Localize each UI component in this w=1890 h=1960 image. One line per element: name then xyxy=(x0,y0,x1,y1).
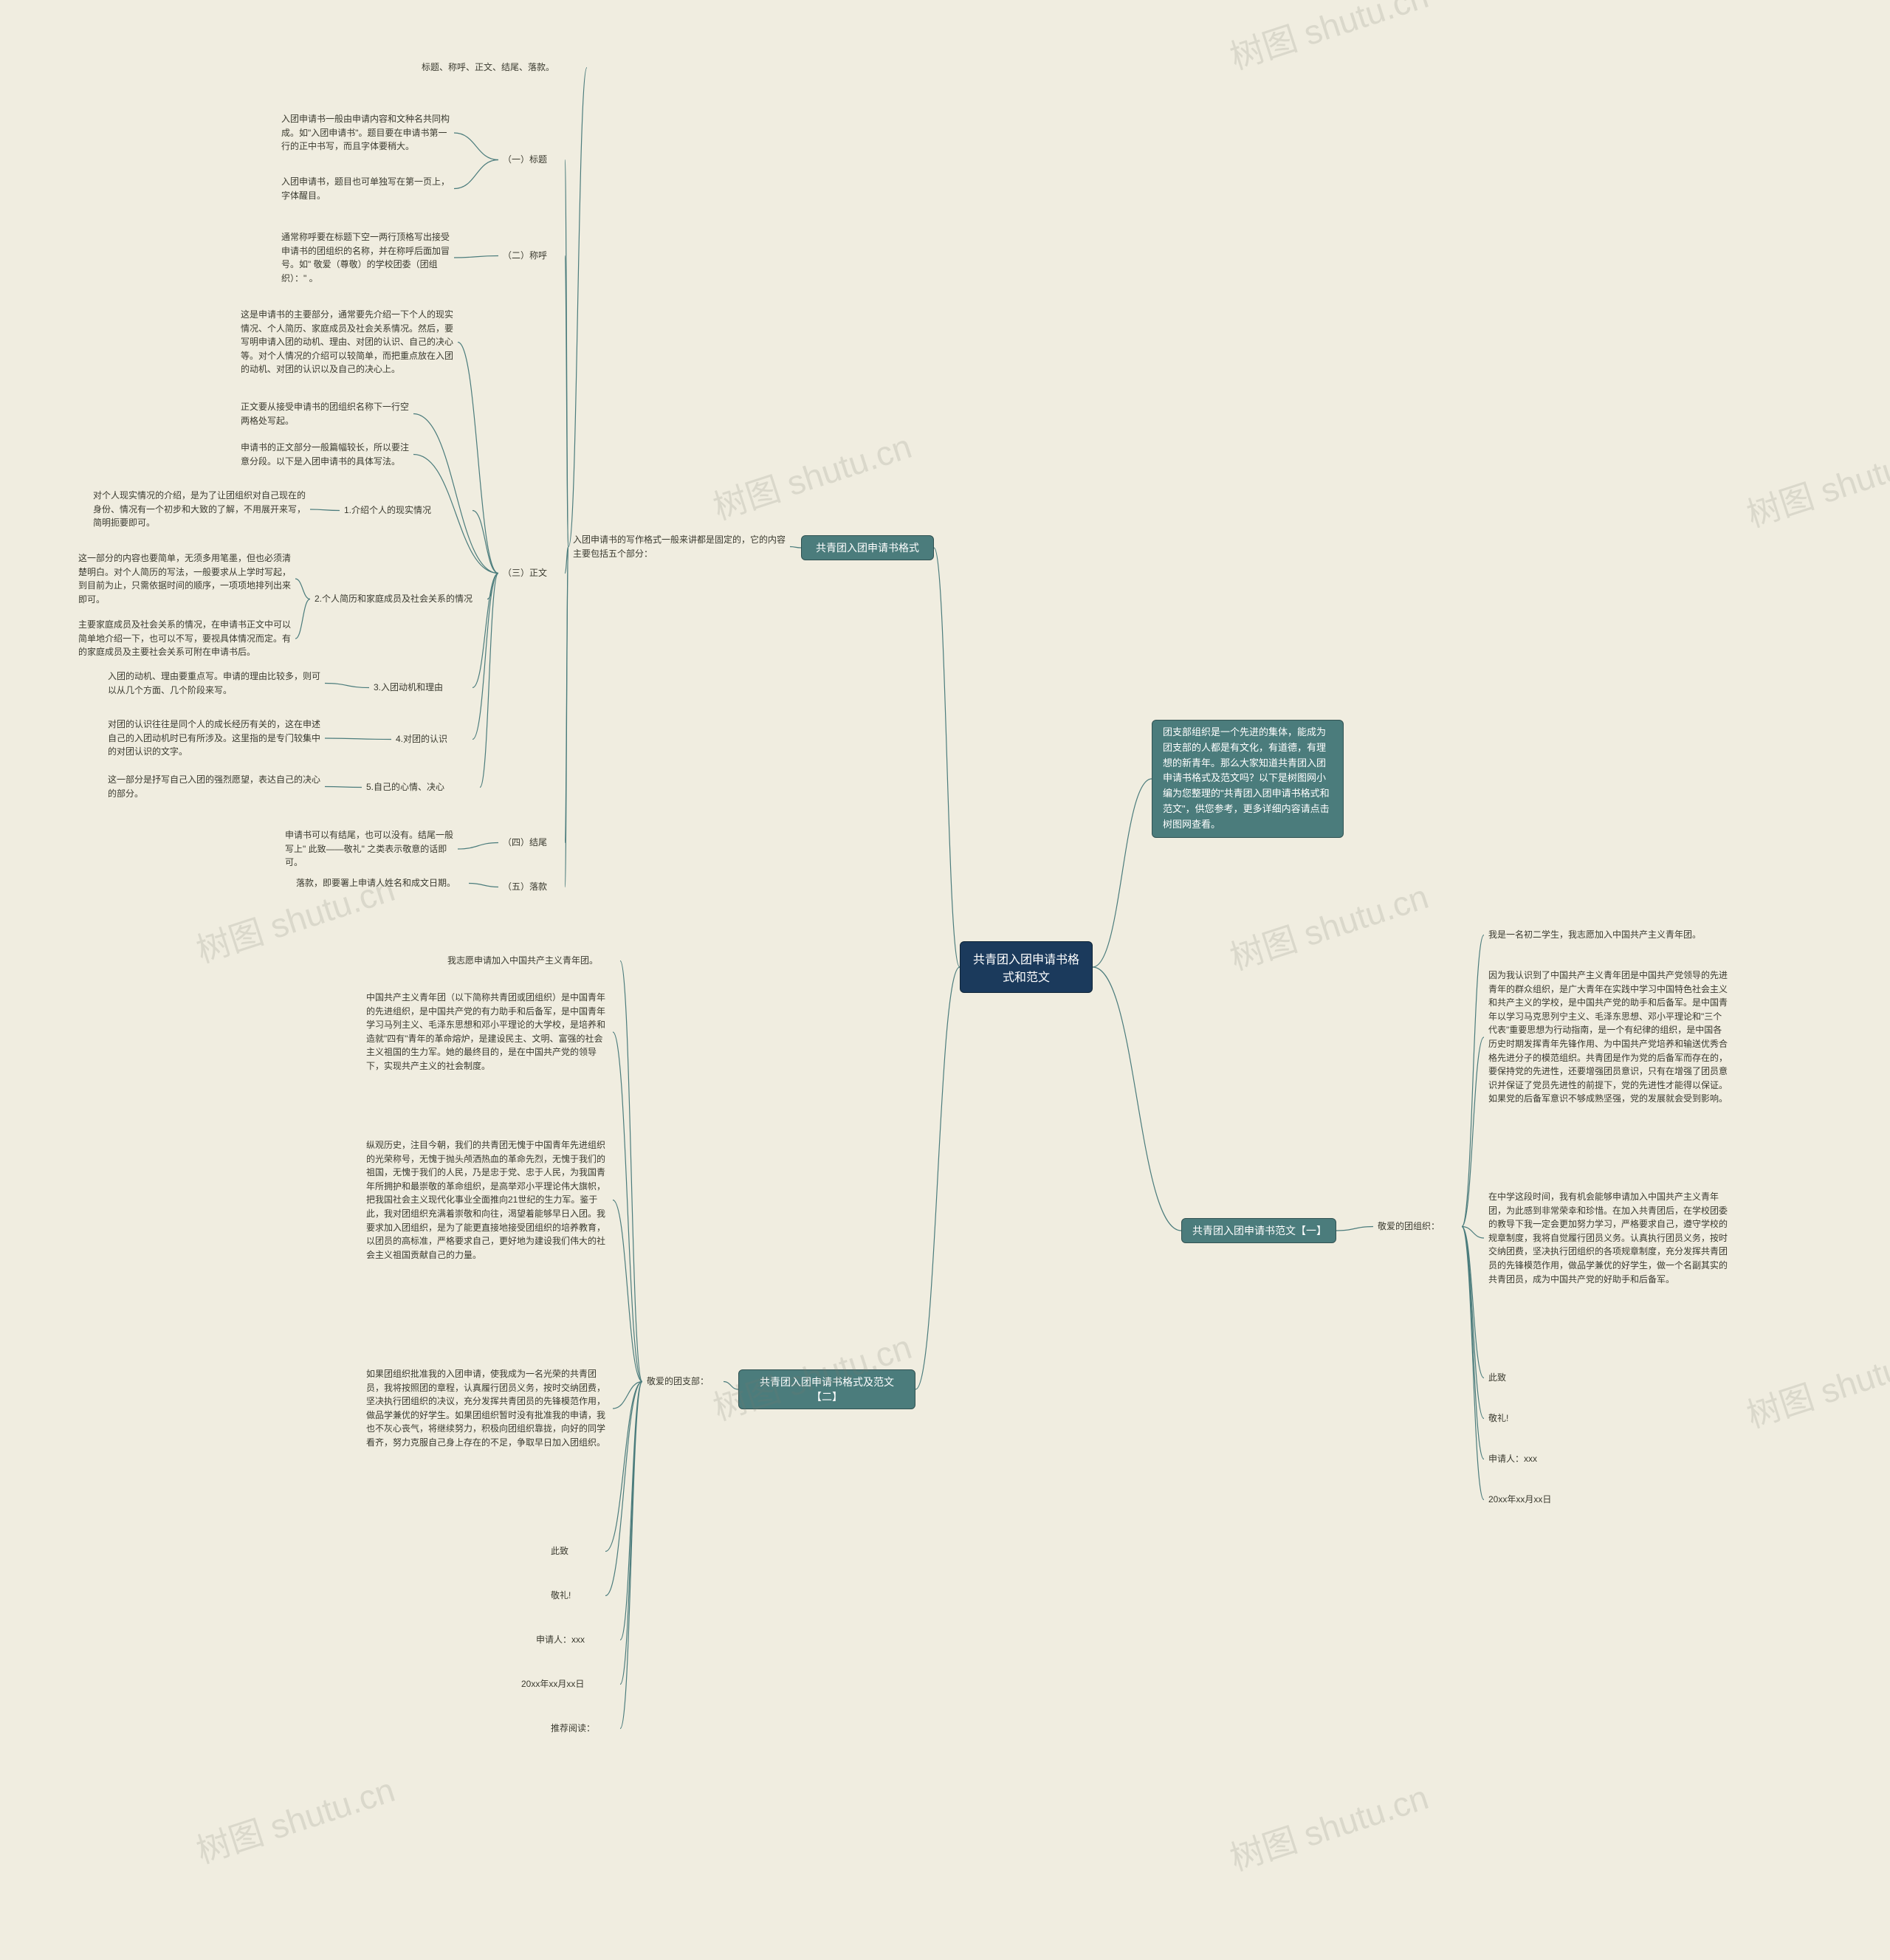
mindmap-node-i4: 4.对团的认识 xyxy=(391,731,472,748)
edge xyxy=(565,547,568,843)
mindmap-node-s1: （一）标题 xyxy=(498,151,565,168)
edge xyxy=(295,579,310,599)
mindmap-node-e1c1: 此致 xyxy=(1484,1369,1543,1386)
mindmap-node-bfmt_head: 标题、称呼、正文、结尾、落款。 xyxy=(417,59,587,76)
edge xyxy=(1462,1227,1484,1378)
edge xyxy=(413,414,498,574)
mindmap-node-s3: （三）正文 xyxy=(498,565,565,582)
edge xyxy=(620,961,642,1382)
mindmap-node-i3: 3.入团动机和理由 xyxy=(369,679,472,696)
mindmap-node-i2pB: 主要家庭成员及社会关系的情况，在申请书正文中可以简单地介绍一下，也可以不写，要视… xyxy=(74,616,295,661)
edge xyxy=(454,160,498,189)
mindmap-node-e2p1: 中国共产主义青年团（以下简称共青团或团组织）是中国青年的先进组织，是中国共产党的… xyxy=(362,989,613,1075)
mindmap-node-i5: 5.自己的心情、决心 xyxy=(362,779,480,796)
mindmap-node-bfmt_desc: 入团申请书的写作格式一般来讲都是固定的，它的内容主要包括五个部分： xyxy=(568,532,790,562)
edge xyxy=(1093,967,1181,1231)
mindmap-node-bex2[interactable]: 共青团入团申请书格式及范文【二】 xyxy=(738,1369,915,1409)
mindmap-node-bfmt[interactable]: 共青团入团申请书格式 xyxy=(801,535,934,560)
watermark: 树图 shutu.cn xyxy=(1223,1771,1434,1881)
mindmap-node-e2p0: 我志愿申请加入中国共产主义青年团。 xyxy=(443,952,620,969)
mindmap-node-i3p: 入团的动机、理由要重点写。申请的理由比较多，则可以从几个方面、几个阶段来写。 xyxy=(103,668,325,698)
mindmap-node-s3p0a: 这是申请书的主要部分，通常要先介绍一下个人的现实情况、个人简历、家庭成员及社会关… xyxy=(236,306,458,378)
mindmap-node-e1c4: 20xx年xx月xx日 xyxy=(1484,1491,1587,1508)
edge xyxy=(620,1382,642,1640)
edge xyxy=(565,547,568,887)
edge xyxy=(724,1382,738,1390)
edge xyxy=(613,1382,642,1409)
mindmap-node-e1addr: 敬爱的团组织： xyxy=(1373,1218,1462,1235)
edge xyxy=(1462,1037,1484,1227)
edge xyxy=(1462,1227,1484,1459)
watermark: 树图 shutu.cn xyxy=(1740,1328,1890,1438)
edge xyxy=(458,843,498,850)
edge xyxy=(790,547,801,549)
edge xyxy=(487,574,498,599)
watermark: 树图 shutu.cn xyxy=(1740,427,1890,537)
mindmap-node-s2: （二）称呼 xyxy=(498,247,565,264)
watermark: 树图 shutu.cn xyxy=(707,420,917,530)
mindmap-node-s5p1: 落款，即要署上申请人姓名和成文日期。 xyxy=(292,875,469,892)
mindmap-node-e1c3: 申请人：xxx xyxy=(1484,1451,1573,1468)
mindmap-node-e1p3: 在中学这段时间，我有机会能够申请加入中国共产主义青年团，为此感到非常荣幸和珍惜。… xyxy=(1484,1189,1735,1287)
edge xyxy=(565,256,568,547)
edge xyxy=(620,1382,642,1729)
mindmap-node-s3p0c: 申请书的正文部分一般篇幅较长，所以要注意分段。以下是入团申请书的具体写法。 xyxy=(236,439,413,470)
mindmap-node-e1p1: 我是一名初二学生，我志愿加入中国共产主义青年团。 xyxy=(1484,926,1705,943)
edge xyxy=(1093,779,1152,967)
mindmap-node-root[interactable]: 共青团入团申请书格式和范文 xyxy=(960,941,1093,993)
mindmap-node-i4p: 对团的认识往往是同个人的成长经历有关的，这在申述自己的入团动机时已有所涉及。这里… xyxy=(103,716,325,760)
watermark: 树图 shutu.cn xyxy=(190,1764,400,1874)
edge xyxy=(454,133,498,160)
edge xyxy=(565,160,568,547)
edge xyxy=(454,256,498,258)
edge xyxy=(325,738,391,740)
mindmap-node-i2: 2.个人简历和家庭成员及社会关系的情况 xyxy=(310,591,487,608)
mindmap-node-e2addr: 敬爱的团支部： xyxy=(642,1373,724,1390)
watermark: 树图 shutu.cn xyxy=(1223,870,1434,980)
edge xyxy=(934,548,960,967)
mindmap-node-e2c1: 此致 xyxy=(546,1543,605,1560)
mindmap-node-s4: （四）结尾 xyxy=(498,834,565,851)
edge xyxy=(613,1200,642,1382)
mindmap-node-s2p1: 通常称呼要在标题下空一两行顶格写出接受申请书的团组织的名称，并在称呼后面加冒号。… xyxy=(277,229,454,286)
edge xyxy=(310,509,340,511)
mindmap-node-i1: 1.介绍个人的现实情况 xyxy=(340,502,472,519)
edge xyxy=(1462,1227,1484,1500)
edge xyxy=(469,884,498,887)
mindmap-node-e2p2: 纵观历史，注目今朝，我们的共青团无愧于中国青年先进组织的光荣称号，无愧于抛头颅洒… xyxy=(362,1137,613,1263)
mindmap-node-e2c4: 20xx年xx月xx日 xyxy=(517,1676,620,1693)
mindmap-node-i1p: 对个人现实情况的介绍，是为了让团组织对自己现在的身份、情况有一个初步和大致的了解… xyxy=(89,487,310,532)
edge xyxy=(1462,1227,1484,1239)
edge xyxy=(325,787,362,788)
edge xyxy=(1462,935,1484,1227)
mindmap-node-s1p1: 入团申请书一般由申请内容和文种名共同构成。如"入团申请书"。题目要在申请书第一行… xyxy=(277,111,454,155)
edge xyxy=(325,684,369,688)
mindmap-node-s3p0b: 正文要从接受申请书的团组织名称下一行空两格处写起。 xyxy=(236,399,413,429)
mindmap-node-e2c2: 敬礼! xyxy=(546,1587,605,1604)
mindmap-node-e1c2: 敬礼! xyxy=(1484,1410,1543,1427)
edge xyxy=(1336,1227,1373,1231)
mindmap-node-e2p3: 如果团组织批准我的入团申请，使我成为一名光荣的共青团员，我将按照团的章程，认真履… xyxy=(362,1366,613,1451)
edge xyxy=(458,343,498,574)
mindmap-node-e2c5: 推荐阅读： xyxy=(546,1720,620,1737)
watermark: 树图 shutu.cn xyxy=(1223,0,1434,79)
mindmap-node-intro[interactable]: 团支部组织是一个先进的集体，能成为团支部的人都是有文化，有道德，有理想的新青年。… xyxy=(1152,720,1344,838)
mindmap-node-s4p1: 申请书可以有结尾，也可以没有。结尾一般写上" 此致——敬礼" 之类表示敬意的话即… xyxy=(281,827,458,871)
mindmap-node-i5p: 这一部分是抒写自己入团的强烈愿望，表达自己的决心的部分。 xyxy=(103,771,325,802)
mindmap-node-e1p2: 因为我认识到了中国共产主义青年团是中国共产党领导的先进青年的群众组织，是广大青年… xyxy=(1484,967,1735,1107)
edge xyxy=(613,1032,642,1382)
edge xyxy=(915,967,960,1389)
edge xyxy=(568,68,587,547)
edge xyxy=(1462,1227,1484,1419)
mindmap-node-i2pA: 这一部分的内容也要简单，无须多用笔墨，但也必须清楚明白。对个人简历的写法，一般要… xyxy=(74,550,295,608)
mindmap-node-s1p2: 入团申请书，题目也可单独写在第一页上，字体醒目。 xyxy=(277,173,454,204)
mindmap-node-bex1[interactable]: 共青团入团申请书范文【一】 xyxy=(1181,1218,1336,1243)
edge xyxy=(295,599,310,639)
edge xyxy=(472,511,498,574)
mindmap-node-e2c3: 申请人：xxx xyxy=(532,1631,620,1648)
mindmap-node-s5: （五）落款 xyxy=(498,878,565,895)
edge xyxy=(620,1382,642,1685)
